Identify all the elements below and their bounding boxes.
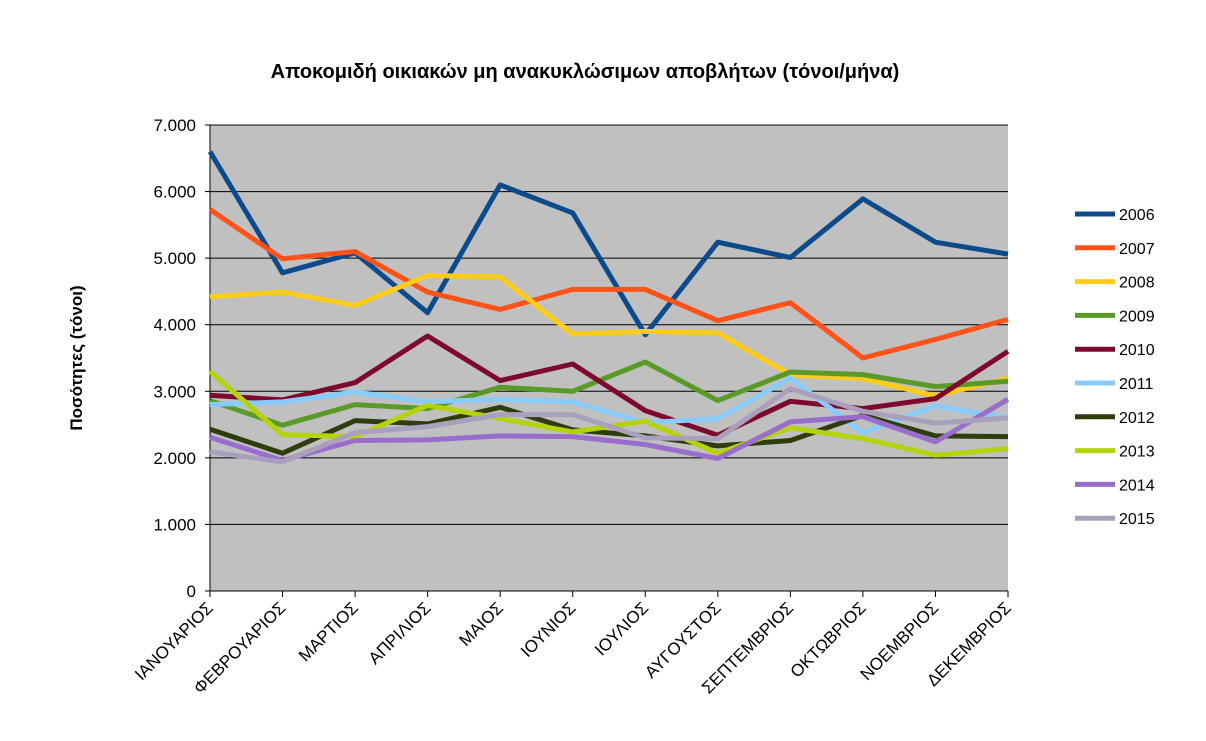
y-tick-label: 1.000 [153,515,196,534]
y-axis-title: Ποσότητες (τόνοι) [67,285,86,430]
legend-label: 2010 [1119,342,1155,359]
x-tick-label: ΜΑΙΟΣ [455,598,507,650]
axes [209,125,1008,592]
y-tick-label: 0 [187,582,196,601]
y-tick-label: 6.000 [153,183,196,202]
legend-label: 2009 [1119,308,1155,325]
legend: 2006 2007 2008 2009 2010 2011 2012 2013 2014 2015 [1075,207,1155,528]
series-line-2011 [209,375,1009,436]
series-lines [207,150,1010,465]
y-tick-label: 7.000 [153,116,196,135]
y-tick-label: 4.000 [153,316,196,335]
x-tick-label: ΜΑΡΤΙΟΣ [295,598,362,665]
legend-label: 2006 [1119,207,1155,224]
series-line-2006 [207,150,1009,338]
legend-label: 2012 [1119,410,1155,427]
series-line-2015 [209,386,1009,465]
x-tick-label: ΙΟΥΛΙΟΣ [591,598,652,659]
y-tick-label: 5.000 [153,249,196,268]
series-line-2007 [208,207,1009,361]
y-tick-label: 3.000 [153,382,196,401]
legend-label: 2015 [1119,511,1155,528]
legend-label: 2013 [1119,444,1155,461]
chart-title: Αποκομιδή οικιακών μη ανακυκλώσιμων αποβ… [271,61,900,83]
legend-label: 2008 [1119,275,1155,292]
series-line-2014 [209,397,1010,463]
plot-area [210,125,1008,591]
x-tick-label: ΑΠΡΙΛΙΟΣ [365,598,435,668]
legend-label: 2007 [1119,241,1155,258]
y-axis-ticks: 0 1.000 2.000 3.000 4.000 5.000 6.000 7.000 [153,116,210,601]
x-tick-label: ΙΟΥΝΙΟΣ [517,598,580,661]
series-line-2009 [209,359,1009,428]
legend-label: 2011 [1119,376,1154,393]
legend-label: 2014 [1119,477,1155,494]
series-line-2008 [209,273,1009,399]
series-line-2010 [209,333,1010,438]
y-tick-label: 2.000 [153,449,196,468]
